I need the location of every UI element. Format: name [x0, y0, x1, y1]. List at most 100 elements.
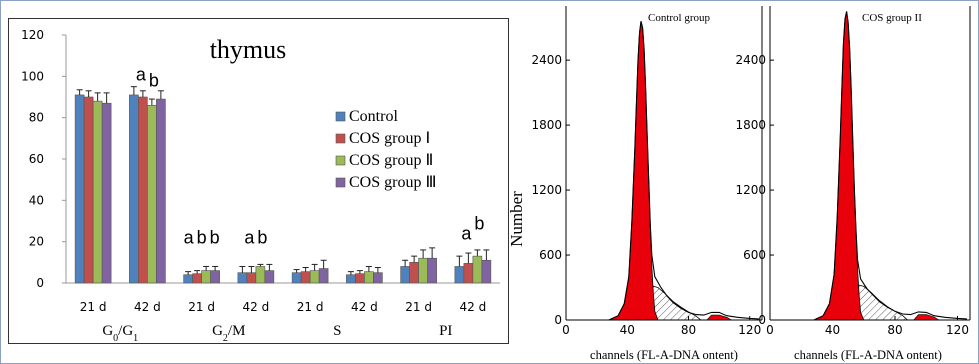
time-label: 42 d — [243, 300, 270, 314]
y-tick-label: 2400 — [735, 53, 766, 67]
bar — [364, 271, 374, 284]
phase-label: G2/M — [212, 323, 245, 344]
chart-title: thymus — [210, 35, 287, 64]
significance-letter: b — [197, 228, 207, 248]
y-tick-label: 0 — [554, 313, 562, 327]
time-label: 42 d — [134, 300, 161, 314]
y-tick-label: 1200 — [531, 183, 562, 197]
y-tick-label: 1800 — [735, 118, 766, 132]
g2-peak-area — [913, 314, 940, 321]
phase-label-subscript: 1 — [133, 333, 138, 344]
y-tick-label: 2400 — [531, 53, 562, 67]
y-tick-label: 80 — [29, 111, 44, 125]
bar — [264, 270, 275, 284]
time-label: 21 d — [297, 300, 324, 314]
y-tick-label: 60 — [29, 152, 44, 166]
y-tick-label: 40 — [29, 193, 44, 207]
bar — [246, 272, 257, 284]
phase-label: S — [333, 323, 341, 339]
bar — [300, 271, 311, 284]
x-axis-label-right: channels (FL-A-DNA ontent) — [794, 348, 942, 362]
y-axis: 0 20 40 60 80 100 120 — [21, 28, 500, 290]
phase-label-subscript: 0 — [113, 333, 118, 344]
y-tick-label: 100 — [21, 69, 44, 83]
histogram-control-group: 0 600 1200 1800 2400 0 40 80 120 Control group — [531, 6, 763, 337]
time-label: 21 d — [405, 300, 432, 314]
bar — [418, 257, 428, 284]
x-tick-label: 0 — [562, 323, 570, 337]
y-tick-label: 1200 — [735, 183, 766, 197]
bar — [183, 274, 193, 284]
bar — [237, 272, 248, 284]
phase-label-text: /M — [228, 323, 246, 339]
bar — [309, 270, 320, 284]
x-tick-label: 120 — [738, 323, 761, 337]
bar — [255, 266, 266, 284]
bar — [454, 266, 465, 284]
significance-letter: b — [257, 228, 267, 248]
phase-label-text: S — [333, 323, 341, 339]
significance-letter: b — [474, 213, 484, 233]
bar — [291, 272, 302, 284]
phase-label-text: G — [212, 323, 223, 339]
histogram-envelope — [813, 11, 967, 321]
bar — [318, 268, 329, 284]
histogram-cos-group-ii: 0 600 1200 1800 2400 0 40 80 120 COS group II — [735, 6, 971, 337]
bar — [373, 272, 383, 284]
legend-label: Control — [349, 108, 398, 125]
bar — [83, 96, 94, 284]
bar — [409, 262, 419, 284]
y-tick-label: 0 — [758, 313, 766, 327]
legend-swatch — [335, 111, 346, 122]
x-tick-label: 80 — [887, 323, 902, 337]
legend-label: COS group Ⅱ — [349, 152, 433, 169]
significance-letter: a — [136, 64, 147, 84]
panel-title: Control group — [648, 12, 711, 24]
bar — [101, 102, 112, 284]
bar — [400, 266, 410, 284]
phase-label-text: G — [102, 323, 113, 339]
y-tick-label: 600 — [743, 248, 766, 262]
phase-label-text: /G — [118, 323, 133, 339]
phase-label-text: PI — [439, 323, 452, 339]
legend: Control COS group Ⅰ COS group Ⅱ COS group Ⅲ — [335, 108, 436, 191]
bar — [427, 257, 437, 284]
bar-series — [74, 94, 492, 284]
bar — [481, 259, 492, 284]
bar — [210, 270, 220, 284]
significance-letter: a — [184, 228, 195, 248]
phase-label-subscript: 2 — [223, 333, 228, 344]
x-tick-label: 40 — [825, 323, 840, 337]
x-tick-label: 80 — [681, 323, 696, 337]
bar — [74, 94, 85, 284]
x-tick-label: 120 — [946, 323, 969, 337]
bar — [355, 273, 365, 284]
phase-label: PI — [439, 323, 452, 339]
legend-swatch — [335, 155, 346, 166]
bar — [129, 94, 139, 284]
panel-title: COS group II — [862, 12, 922, 24]
time-label: 21 d — [80, 300, 107, 314]
x-tick-label: 0 — [766, 323, 774, 337]
phase-label: G0/G1 — [102, 323, 138, 344]
significance-letter: a — [244, 228, 255, 248]
time-label: 21 d — [188, 300, 215, 314]
bar — [147, 104, 157, 284]
y-tick-label: 600 — [539, 248, 562, 262]
time-label: 42 d — [460, 300, 487, 314]
bar — [156, 98, 166, 284]
bar — [463, 263, 474, 284]
bar — [346, 274, 356, 284]
bar — [201, 270, 211, 284]
significance-letter: b — [210, 228, 220, 248]
y-tick-label: 0 — [36, 276, 44, 290]
g2-peak-area — [706, 314, 733, 321]
histogram-envelope — [608, 21, 759, 321]
legend-swatch — [335, 177, 346, 188]
legend-swatch — [335, 133, 346, 144]
significance-letters: a ba b b a b ab — [136, 64, 485, 247]
legend-label: COS group Ⅲ — [349, 174, 436, 191]
